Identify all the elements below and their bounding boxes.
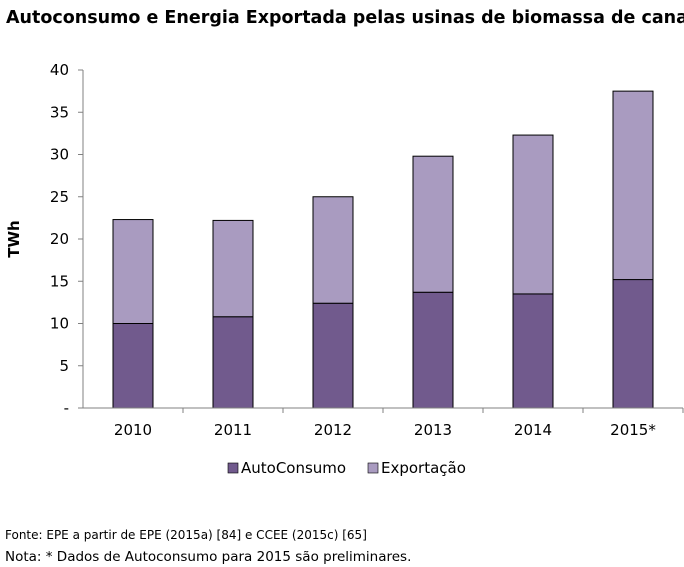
y-tick-label: -	[64, 399, 69, 417]
bar-segment-exportacao	[412, 155, 454, 293]
bar-segment-exportacao	[212, 219, 254, 318]
x-axis-labels: 2010 2011 2012 2013 2014 2015*	[114, 408, 684, 439]
bar-segment-autoconsumo	[512, 293, 554, 409]
y-tick-label: 35	[50, 103, 69, 121]
x-tick-label: 2011	[214, 421, 252, 439]
legend-swatch	[227, 462, 239, 474]
bar-segment-exportacao	[512, 134, 554, 295]
y-tick-label: 25	[50, 188, 69, 206]
x-tick-label: 2013	[414, 421, 452, 439]
bars-group	[112, 90, 654, 409]
y-tick-label: 15	[50, 272, 69, 290]
chart-title: Autoconsumo e Energia Exportada pelas us…	[6, 8, 684, 28]
bar-segment-exportacao	[612, 90, 654, 281]
legend-label: Exportação	[381, 459, 466, 477]
legend: AutoConsumo Exportação	[227, 459, 466, 477]
x-tick-label: 2010	[114, 421, 152, 439]
source-note: Fonte: EPE a partir de EPE (2015a) [84] …	[5, 528, 367, 542]
bar-segment-exportacao	[112, 219, 154, 324]
legend-label: AutoConsumo	[241, 459, 346, 477]
y-tick-label: 40	[50, 61, 69, 79]
y-tick-label: 10	[50, 315, 69, 333]
footnote: Nota: * Dados de Autoconsumo para 2015 s…	[5, 549, 412, 565]
y-tick-label: 20	[50, 230, 69, 248]
y-axis-ticks: - 5 10 15 20 25 30 35 40	[50, 61, 83, 417]
x-tick-label: 2015*	[610, 421, 656, 439]
bar-segment-autoconsumo	[412, 291, 454, 409]
bar-segment-autoconsumo	[212, 316, 254, 409]
bar-segment-autoconsumo	[612, 279, 654, 409]
bar-segment-exportacao	[312, 196, 354, 304]
bar-segment-autoconsumo	[312, 302, 354, 409]
x-tick-label: 2014	[514, 421, 552, 439]
y-axis-title: TWh	[5, 220, 23, 257]
y-tick-label: 30	[50, 146, 69, 164]
y-tick-label: 5	[59, 357, 69, 375]
legend-swatch	[367, 462, 379, 474]
x-tick-label: 2012	[314, 421, 352, 439]
bar-segment-autoconsumo	[112, 323, 154, 409]
